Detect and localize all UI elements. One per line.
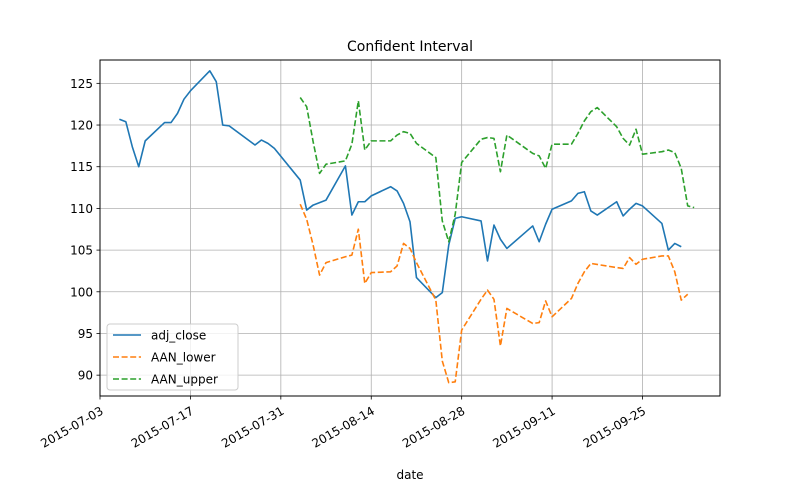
series-layer [119, 70, 695, 384]
legend-label-adj-close: adj_close [151, 329, 206, 343]
y-tick-label: 125 [70, 77, 93, 91]
y-tick-label: 100 [70, 285, 93, 299]
series-line-AAN-upper [299, 97, 695, 243]
legend-label-AAN-upper: AAN_upper [151, 373, 218, 387]
y-tick-label: 90 [78, 369, 93, 383]
y-tick-label: 115 [70, 160, 93, 174]
legend-label-AAN-lower: AAN_lower [151, 351, 216, 365]
x-axis-title: date [396, 468, 423, 482]
y-tick-label: 95 [78, 327, 93, 341]
legend: adj_close AAN_lower AAN_upper [106, 323, 239, 391]
chart-title: Confident Interval [347, 39, 473, 55]
plot-frame [99, 59, 721, 397]
y-tick-label: 105 [70, 244, 93, 258]
series-line-AAN-lower [299, 203, 689, 384]
y-tick-label: 120 [70, 119, 93, 133]
y-tick-label: 110 [70, 202, 93, 216]
series-line-adj-close [119, 70, 682, 299]
legend-box [106, 323, 239, 391]
